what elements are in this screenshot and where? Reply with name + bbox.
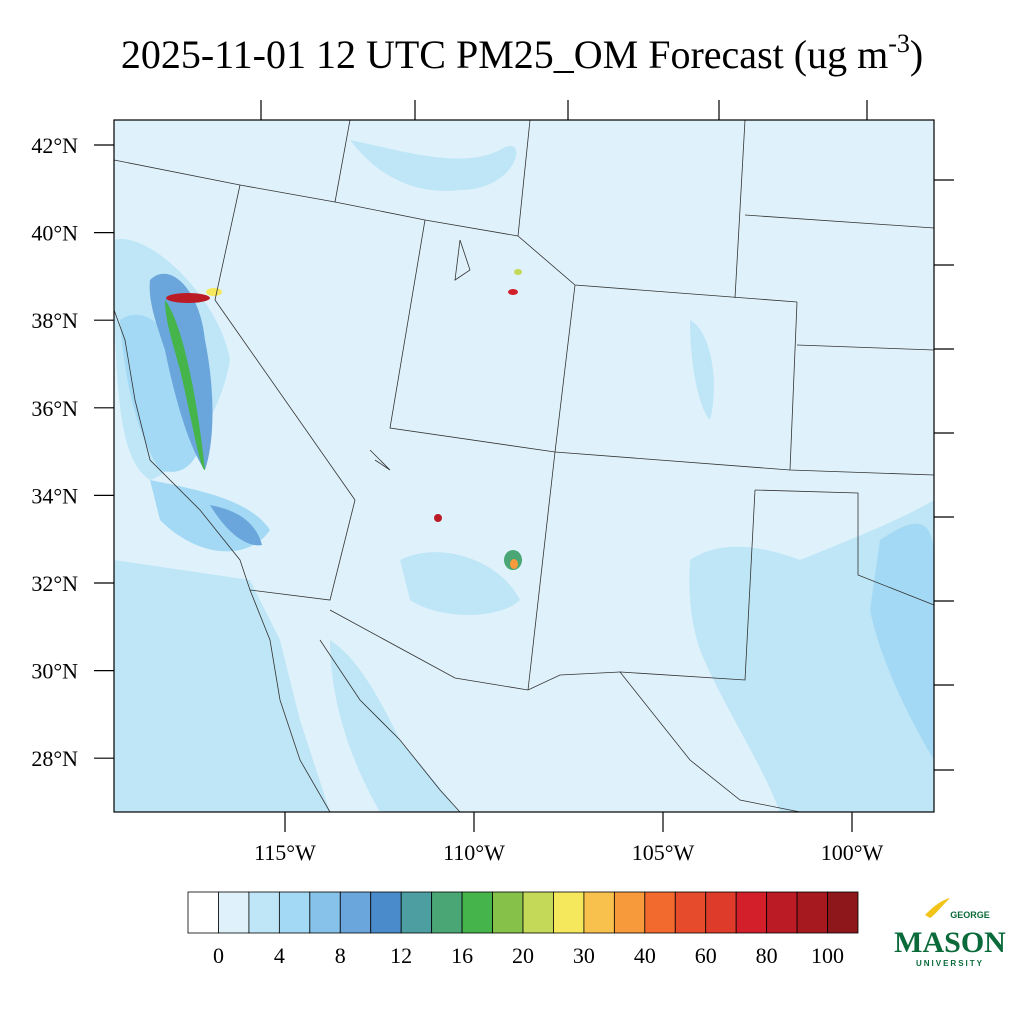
logo-bottom: UNIVERSITY	[916, 959, 984, 968]
colorbar-box	[309, 891, 341, 934]
lon-label: 105°W	[632, 840, 695, 865]
colorbar-label: 4	[274, 943, 285, 968]
colorbar-box	[796, 891, 828, 934]
lat-label: 30°N	[31, 659, 78, 684]
colorbar-label: 80	[756, 943, 778, 968]
map-frame	[113, 119, 935, 813]
lon-labels: 115°W 110°W 105°W 100°W	[254, 812, 884, 865]
lat-label: 38°N	[31, 308, 78, 333]
colorbar-label: 12	[390, 943, 412, 968]
lat-label: 32°N	[31, 571, 78, 596]
colorbar-box	[827, 891, 859, 934]
title-superscript: -3	[888, 29, 910, 58]
lat-label: 40°N	[31, 221, 78, 246]
colorbar-box	[766, 891, 798, 934]
colorbar-box	[553, 891, 585, 934]
title-close: )	[910, 32, 923, 77]
colorbar-box	[218, 891, 250, 934]
logo-main: MASON	[894, 926, 1006, 959]
colorbar-box	[613, 891, 646, 934]
colorbar-label: 100	[811, 943, 844, 968]
colorbar-box	[278, 891, 311, 934]
map-area	[113, 100, 954, 813]
colorbar-box	[522, 891, 554, 934]
logo-top: GEORGE	[950, 910, 990, 920]
colorbar-box	[461, 891, 493, 934]
frame-ticks	[260, 100, 954, 771]
colorbar-box	[735, 891, 768, 934]
moderate	[120, 314, 934, 760]
colorbar-label: 0	[213, 943, 224, 968]
colorbar-label: 60	[695, 943, 717, 968]
title-main: 2025-11-01 12 UTC PM25_OM Forecast (ug m	[121, 32, 888, 77]
state-borders	[113, 119, 935, 813]
colorbar-box	[339, 891, 372, 934]
lat-labels: 42°N 40°N 38°N 36°N 34°N 32°N 30°N 28°N	[31, 133, 114, 771]
lat-label: 36°N	[31, 396, 78, 421]
colorbar-box	[492, 891, 524, 934]
colorbar-label: 8	[335, 943, 346, 968]
colorbar-box	[583, 891, 615, 934]
colorbar-box	[644, 891, 676, 934]
colorbar: 0 4 8 12 16 20 30 40 60 80 100	[187, 891, 859, 968]
title: 2025-11-01 12 UTC PM25_OM Forecast (ug m…	[121, 29, 923, 77]
colorbar-box	[431, 891, 463, 934]
logo: GEORGE MASON UNIVERSITY	[894, 898, 1006, 968]
colorbar-label: 40	[634, 943, 656, 968]
hotspots	[166, 269, 522, 570]
colorbar-box	[705, 891, 737, 934]
lat-label: 34°N	[31, 483, 78, 508]
colorbar-box	[400, 891, 433, 934]
green	[165, 300, 205, 470]
colorbar-label: 16	[451, 943, 473, 968]
colorbar-box	[674, 891, 707, 934]
colorbar-box	[187, 891, 219, 934]
lon-label: 110°W	[443, 840, 505, 865]
colorbar-box	[248, 891, 280, 934]
colorbar-box	[370, 891, 402, 934]
lon-label: 100°W	[821, 840, 884, 865]
lat-label: 42°N	[31, 133, 78, 158]
lat-label: 28°N	[31, 746, 78, 771]
lon-label: 115°W	[254, 840, 316, 865]
colorbar-label: 30	[573, 943, 595, 968]
colorbar-label: 20	[512, 943, 534, 968]
